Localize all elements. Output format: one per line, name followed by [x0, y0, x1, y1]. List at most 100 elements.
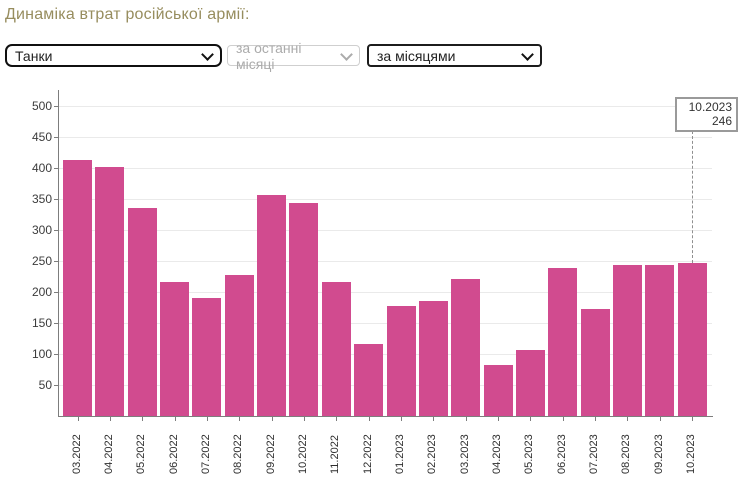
bar[interactable]: [95, 167, 124, 416]
period-select-value: за останні місяці: [236, 39, 302, 72]
x-axis-label: 09.2023: [653, 434, 665, 474]
bar[interactable]: [613, 264, 642, 416]
bar[interactable]: [516, 350, 545, 416]
bar[interactable]: [160, 282, 189, 416]
bar[interactable]: [451, 278, 480, 416]
gridline: [58, 261, 712, 262]
gridline: [58, 230, 712, 231]
x-axis-label: 06.2022: [168, 434, 180, 474]
bar[interactable]: [289, 203, 318, 416]
y-axis-label: 350: [31, 192, 52, 206]
chart-tooltip: 10.2023 246: [675, 97, 738, 132]
x-tick: [401, 417, 402, 421]
x-tick: [595, 417, 596, 421]
x-tick: [272, 417, 273, 421]
x-tick: [530, 417, 531, 421]
gridline: [58, 385, 712, 386]
x-axis-label: 04.2022: [103, 434, 115, 474]
gridline: [58, 323, 712, 324]
y-tick: [54, 106, 58, 107]
x-axis-label: 06.2023: [556, 434, 568, 474]
bar[interactable]: [387, 305, 416, 416]
x-tick: [466, 417, 467, 421]
tooltip-value: 246: [711, 114, 732, 128]
x-axis-label: 05.2023: [523, 434, 535, 474]
gridline: [58, 106, 712, 107]
x-axis-label: 08.2022: [232, 434, 244, 474]
x-axis-label: 02.2023: [426, 434, 438, 474]
x-axis-label: 08.2023: [620, 434, 632, 474]
x-tick: [660, 417, 661, 421]
x-tick: [369, 417, 370, 421]
x-tick: [110, 417, 111, 421]
x-tick: [142, 417, 143, 421]
bar[interactable]: [581, 309, 610, 416]
y-axis-label: 150: [31, 316, 52, 330]
x-axis-label: 11.2022: [329, 435, 341, 474]
x-tick: [498, 417, 499, 421]
bar[interactable]: [63, 159, 92, 416]
x-tick: [433, 417, 434, 421]
gridline: [58, 199, 712, 200]
period-select-disabled: за останні місяці: [227, 40, 360, 72]
bar[interactable]: [128, 208, 157, 416]
bar[interactable]: [678, 263, 707, 416]
y-axis-line: [58, 90, 59, 416]
gridline: [58, 292, 712, 293]
x-tick: [563, 417, 564, 421]
bar[interactable]: [548, 268, 577, 416]
gridline: [58, 354, 712, 355]
x-tick: [336, 417, 337, 421]
grouping-select[interactable]: за місяцями: [367, 44, 542, 67]
x-tick: [304, 417, 305, 421]
bar[interactable]: [192, 297, 221, 416]
bar[interactable]: [645, 264, 674, 416]
x-axis-label: 09.2022: [265, 434, 277, 474]
page-title: Динаміка втрат російської армії:: [5, 6, 250, 23]
x-tick: [239, 417, 240, 421]
x-tick: [78, 417, 79, 421]
bar[interactable]: [484, 364, 513, 416]
tooltip-date: 10.2023: [688, 100, 732, 114]
x-axis-label: 04.2023: [491, 434, 503, 474]
x-axis-label: 12.2022: [362, 434, 374, 474]
y-tick: [54, 292, 58, 293]
tooltip-dropline: [692, 131, 693, 264]
gridline: [58, 137, 712, 138]
x-axis-label: 05.2022: [135, 434, 147, 474]
y-tick: [54, 137, 58, 138]
y-axis-label: 450: [31, 130, 52, 144]
x-axis-line: [58, 416, 713, 417]
gridline: [58, 168, 712, 169]
y-tick: [54, 323, 58, 324]
x-axis-label: 10.2022: [297, 434, 309, 474]
x-axis-label: 01.2023: [394, 434, 406, 474]
y-axis-label: 500: [31, 99, 52, 113]
y-axis-label: 100: [31, 347, 52, 361]
x-tick: [207, 417, 208, 421]
y-axis-label: 250: [31, 254, 52, 268]
y-tick: [54, 261, 58, 262]
x-axis-label: 03.2022: [71, 434, 83, 474]
y-axis-label: 50: [38, 378, 52, 392]
bar[interactable]: [225, 274, 254, 416]
bar[interactable]: [354, 344, 383, 416]
grouping-select-value: за місяцями: [377, 47, 456, 64]
y-tick: [54, 168, 58, 169]
x-axis-label: 07.2022: [200, 434, 212, 474]
x-tick: [627, 417, 628, 421]
category-select-value: Танки: [15, 47, 53, 64]
y-axis-label: 200: [31, 285, 52, 299]
y-tick: [54, 354, 58, 355]
category-select[interactable]: Танки: [5, 44, 222, 67]
x-tick: [175, 417, 176, 421]
y-tick: [54, 385, 58, 386]
y-axis-label: 400: [31, 161, 52, 175]
y-axis-label: 300: [31, 223, 52, 237]
x-axis-label: 03.2023: [459, 434, 471, 474]
x-tick: [692, 417, 693, 421]
bar[interactable]: [322, 282, 351, 416]
bar[interactable]: [257, 195, 286, 416]
bar[interactable]: [419, 300, 448, 416]
